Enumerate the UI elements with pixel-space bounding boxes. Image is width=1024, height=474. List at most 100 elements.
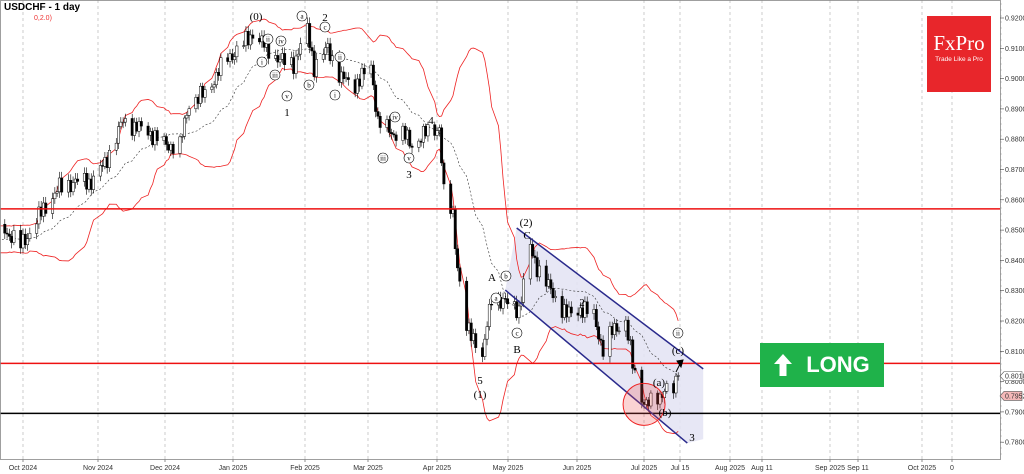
candle [599,338,603,341]
candle [212,84,216,88]
candle [517,305,521,319]
wave-label: b [307,82,311,90]
candle [71,182,75,193]
candle [276,55,280,63]
wave-label: 3 [406,169,412,181]
x-tick-label: Sep 2025 [815,465,845,472]
candle [139,121,143,127]
candle [315,59,318,77]
candle [249,34,252,46]
x-tick-label: 0 [950,465,954,472]
long-signal-badge: LONG [760,343,884,387]
candle [92,175,95,190]
candle [360,67,364,87]
arrow-up-icon [774,354,793,376]
candle [597,326,601,340]
y-tick-label: 0.87000 [1005,167,1024,174]
wave-label: 2 [322,12,328,24]
candle [394,134,398,141]
wave-label: (1) [474,389,487,401]
x-tick-label: Mar 2025 [353,465,383,472]
candle [3,223,7,234]
wave-label-circle [403,152,415,164]
candle [410,145,414,148]
wave-label: (a) [653,377,666,389]
candle [663,391,666,398]
candle [435,130,439,136]
channel-fill [505,227,704,444]
candle [633,368,637,371]
candle [449,183,453,214]
wave-label: 4 [428,115,434,127]
wave-label: iii [272,72,278,80]
candle [210,86,214,90]
x-tick-label: May 2025 [493,465,524,472]
candle [28,233,32,239]
candle [299,43,303,55]
candle [522,278,525,303]
wave-label: b [504,273,508,281]
candle [203,89,207,98]
candle [665,383,669,392]
candle [485,326,489,340]
candle [626,319,630,341]
candle [551,288,555,299]
price-tag-label: 0.80181 [1005,374,1024,381]
wave-label: (c) [672,345,685,357]
candle [310,47,314,52]
candle [465,280,469,331]
candle [235,45,239,58]
candle [283,53,287,65]
wave-label: 2 [579,297,585,309]
candle [108,149,111,168]
candle [453,209,457,250]
y-tick-label: 0.78000 [1005,440,1024,447]
wave-label: v [285,93,289,101]
candle [233,56,237,60]
x-tick-label: Aug 11 [751,465,773,472]
bollinger-upper [0,18,679,321]
candle [12,230,16,243]
wave-label: a [300,13,304,21]
wave-label-circle [672,327,684,339]
candle [55,191,59,194]
wave-label: (2) [520,217,533,229]
highlight-circle [622,382,666,426]
signal-label: LONG [806,352,870,377]
wave-label-circle [296,10,308,22]
wave-label-circle [389,111,401,123]
x-tick-label: Feb 2025 [290,465,320,472]
y-tick-label: 0.89000 [1005,106,1024,113]
candle [53,192,57,199]
wave-label: 3 [689,432,695,444]
candle [187,108,191,116]
candle [117,126,120,144]
wave-label: a [494,295,498,303]
wave-label-circle [319,21,331,33]
x-tick-label: Aug 2025 [715,465,745,472]
wave-label: c [323,24,326,32]
candle [146,125,150,136]
candle [5,232,9,235]
candle [98,165,102,177]
candle [474,333,478,348]
candle [531,244,535,257]
candle [569,306,573,314]
candle [456,248,459,269]
candle [371,64,375,86]
wave-label-circle [269,69,281,81]
y-tick-label: 0.84000 [1005,258,1024,265]
x-tick-label: Jul 2025 [631,465,658,472]
wave-label: i [261,59,263,67]
candle [674,375,678,394]
candle [501,298,505,309]
candle [308,23,312,48]
candle [487,303,491,327]
wave-label: iii [380,155,386,163]
candle [324,47,328,55]
wave-label-circle [281,90,293,102]
candle [251,34,255,39]
wave-label: i [334,92,336,100]
